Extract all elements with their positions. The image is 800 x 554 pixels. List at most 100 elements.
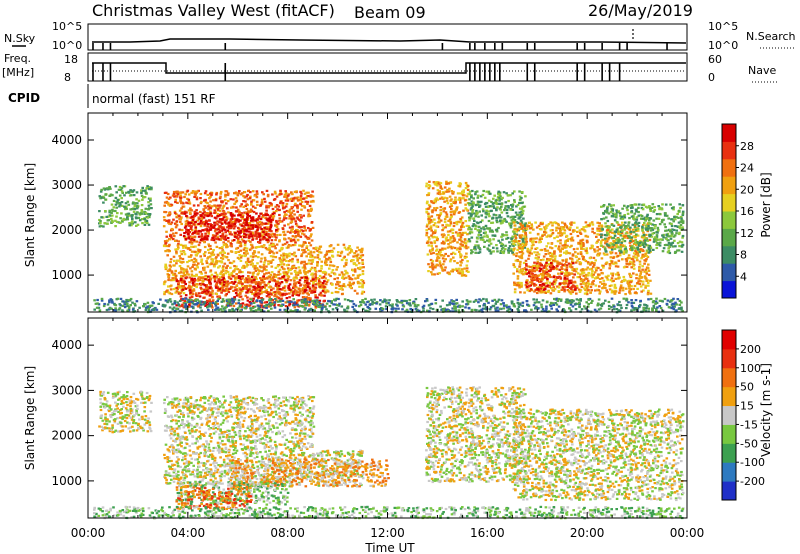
data-cell xyxy=(222,269,225,273)
data-cell xyxy=(458,228,462,232)
data-cell xyxy=(293,213,296,216)
data-cell xyxy=(314,279,317,283)
data-cell xyxy=(559,229,562,233)
data-cell xyxy=(267,263,270,266)
data-cell xyxy=(179,194,182,197)
data-cell xyxy=(219,224,222,228)
data-cell xyxy=(187,229,190,232)
data-cell xyxy=(505,209,509,212)
data-cell xyxy=(299,190,302,193)
data-cell xyxy=(196,219,199,222)
data-cell xyxy=(236,289,239,292)
data-cell xyxy=(629,274,633,278)
data-cell xyxy=(633,252,636,255)
data-cell xyxy=(115,191,118,194)
data-cell xyxy=(285,241,289,244)
data-cell xyxy=(241,271,244,274)
data-cell xyxy=(174,291,177,294)
data-cell xyxy=(163,240,167,243)
data-cell xyxy=(268,276,272,279)
data-cell xyxy=(258,220,262,223)
data-cell xyxy=(176,248,179,251)
data-cell xyxy=(429,219,433,222)
data-cell xyxy=(329,274,332,278)
data-cell xyxy=(189,238,192,241)
data-cell xyxy=(617,223,620,226)
data-cell xyxy=(610,272,613,275)
data-cell xyxy=(267,218,270,221)
data-cell xyxy=(253,251,257,254)
data-cell xyxy=(262,275,265,278)
data-cell xyxy=(221,218,224,221)
data-cell xyxy=(510,222,513,225)
data-cell xyxy=(514,259,518,262)
data-cell xyxy=(283,210,286,214)
data-cell xyxy=(431,247,434,250)
data-cell xyxy=(438,190,441,193)
data-cell xyxy=(225,219,228,222)
data-cell xyxy=(593,262,596,265)
data-cell xyxy=(465,224,469,227)
data-cell xyxy=(485,209,488,212)
data-cell xyxy=(204,278,207,281)
data-cell xyxy=(279,202,282,205)
data-cell xyxy=(290,229,293,232)
data-cell xyxy=(474,251,477,254)
data-cell xyxy=(526,289,529,292)
data-cell xyxy=(291,193,294,196)
data-cell xyxy=(281,207,285,210)
data-cell xyxy=(473,219,476,222)
data-cell xyxy=(553,288,557,291)
data-cell xyxy=(204,235,207,238)
data-cell xyxy=(590,274,593,277)
data-cell xyxy=(230,281,234,284)
data-cell xyxy=(284,271,288,274)
data-cell xyxy=(296,299,299,302)
data-cell xyxy=(174,198,177,201)
data-cell xyxy=(254,219,257,222)
data-cell xyxy=(251,272,255,275)
data-cell xyxy=(438,218,441,221)
data-cell xyxy=(98,210,101,213)
data-cell xyxy=(187,198,191,201)
data-cell xyxy=(217,228,220,231)
data-cell xyxy=(442,260,446,263)
data-cell xyxy=(204,274,207,277)
data-cell xyxy=(242,225,245,228)
data-cell xyxy=(181,287,185,290)
data-cell xyxy=(303,266,307,269)
data-cell xyxy=(464,231,467,234)
data-cell xyxy=(193,213,197,216)
data-cell xyxy=(501,196,504,199)
data-cell xyxy=(495,198,498,202)
data-cell xyxy=(633,284,637,288)
data-cell xyxy=(297,299,301,302)
data-cell xyxy=(313,256,317,259)
data-cell xyxy=(618,288,622,291)
data-cell xyxy=(288,217,291,220)
data-cell xyxy=(222,250,225,253)
data-cell xyxy=(236,218,239,221)
data-cell xyxy=(609,256,613,259)
data-cell xyxy=(134,202,138,205)
data-cell xyxy=(492,238,495,241)
data-cell xyxy=(240,284,244,287)
data-cell xyxy=(238,241,241,244)
data-cell xyxy=(435,245,438,248)
data-cell xyxy=(193,284,197,287)
data-cell xyxy=(640,276,644,279)
data-cell xyxy=(435,206,439,210)
data-cell xyxy=(476,229,480,232)
data-cell xyxy=(598,277,602,280)
data-cell xyxy=(269,223,273,226)
data-cell xyxy=(148,216,151,219)
data-cell xyxy=(436,257,439,260)
data-cell xyxy=(181,281,184,284)
data-cell xyxy=(297,287,301,290)
data-cell xyxy=(276,288,279,291)
data-cell xyxy=(506,215,510,218)
data-cell xyxy=(549,221,552,224)
data-cell xyxy=(186,216,189,219)
data-cell xyxy=(224,284,228,287)
data-cell xyxy=(449,222,453,225)
